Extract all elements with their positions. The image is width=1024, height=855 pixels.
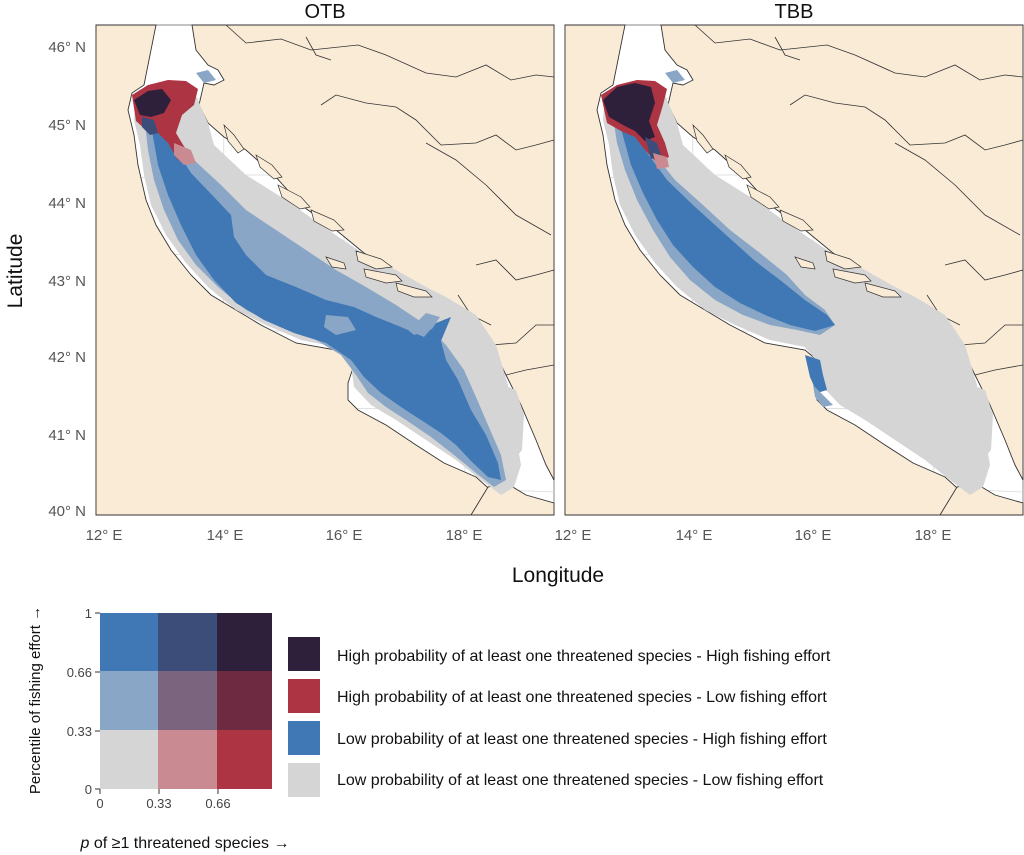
lat-tick-46: 46° N bbox=[48, 39, 86, 56]
legend-swatch-high-high bbox=[288, 637, 320, 671]
lon-tick-12-otb: 12° E bbox=[86, 527, 123, 544]
lat-tick-labels: 46° N 45° N 44° N 43° N 42° N 41° N 40° … bbox=[48, 39, 86, 520]
lon-tick-14-tbb: 14° E bbox=[676, 527, 713, 544]
lon-tick-16-tbb: 16° E bbox=[795, 527, 832, 544]
lon-tick-18-tbb: 18° E bbox=[915, 527, 952, 544]
key-x-title-italic: p bbox=[80, 835, 90, 852]
lon-tick-labels-tbb: 12° E 14° E 16° E 18° E bbox=[555, 527, 952, 544]
key-cell-r2c2 bbox=[217, 730, 272, 789]
lon-tick-18-otb: 18° E bbox=[446, 527, 483, 544]
key-y-tick-0: 0 bbox=[85, 782, 92, 797]
map-panel-otb bbox=[95, 24, 555, 516]
key-cell-r1c1 bbox=[158, 671, 217, 730]
key-cell-r2c0 bbox=[100, 730, 158, 789]
lon-tick-labels-otb: 12° E 14° E 16° E 18° E bbox=[86, 527, 483, 544]
key-cell-r0c2 bbox=[217, 613, 272, 671]
bivariate-key: 1 0.66 0.33 0 0 0.33 0.66 Percentile of … bbox=[27, 606, 289, 852]
key-x-tick-066: 0.66 bbox=[205, 796, 230, 811]
key-cell-r0c1 bbox=[158, 613, 217, 671]
key-y-tick-1: 1 bbox=[85, 606, 92, 621]
legend-label-low-high: Low probability of at least one threaten… bbox=[337, 731, 827, 748]
legend-swatch-high-low bbox=[288, 679, 320, 713]
otb-risk-layer bbox=[132, 70, 524, 495]
key-y-tick-033: 0.33 bbox=[67, 724, 92, 739]
key-x-title: p of ≥1 threatened species → bbox=[80, 835, 290, 852]
lat-tick-40: 40° N bbox=[48, 503, 86, 520]
panel-title-tbb: TBB bbox=[775, 1, 814, 23]
key-y-title: Percentile of fishing effort → bbox=[27, 606, 44, 794]
key-y-tick-066: 0.66 bbox=[67, 665, 92, 680]
lat-tick-44: 44° N bbox=[48, 195, 86, 212]
category-legend: High probability of at least one threate… bbox=[288, 637, 831, 797]
lat-tick-45: 45° N bbox=[48, 117, 86, 134]
lat-tick-41: 41° N bbox=[48, 427, 86, 444]
legend-label-high-low: High probability of at least one threate… bbox=[337, 689, 827, 706]
panel-title-otb: OTB bbox=[304, 1, 345, 23]
y-axis-title: Latitude bbox=[4, 234, 27, 309]
legend-swatch-low-high bbox=[288, 721, 320, 755]
legend-label-low-low: Low probability of at least one threaten… bbox=[337, 772, 824, 789]
lon-tick-12-tbb: 12° E bbox=[555, 527, 592, 544]
key-cell-r1c2 bbox=[217, 671, 272, 730]
key-cell-r0c0 bbox=[100, 613, 158, 671]
lon-tick-14-otb: 14° E bbox=[207, 527, 244, 544]
key-x-tick-0: 0 bbox=[96, 796, 103, 811]
lat-tick-42: 42° N bbox=[48, 349, 86, 366]
key-x-title-rest: of ≥1 threatened species → bbox=[89, 835, 289, 852]
lat-tick-43: 43° N bbox=[48, 273, 86, 290]
x-axis-title: Longitude bbox=[512, 564, 604, 587]
lon-tick-16-otb: 16° E bbox=[326, 527, 363, 544]
legend-swatch-low-low bbox=[288, 763, 320, 797]
map-panel-tbb bbox=[564, 24, 1024, 516]
tbb-risk-layer bbox=[601, 70, 993, 495]
key-x-tick-033: 0.33 bbox=[146, 796, 171, 811]
legend-label-high-high: High probability of at least one threate… bbox=[337, 648, 831, 665]
key-cell-r1c0 bbox=[100, 671, 158, 730]
key-cell-r2c1 bbox=[158, 730, 217, 789]
